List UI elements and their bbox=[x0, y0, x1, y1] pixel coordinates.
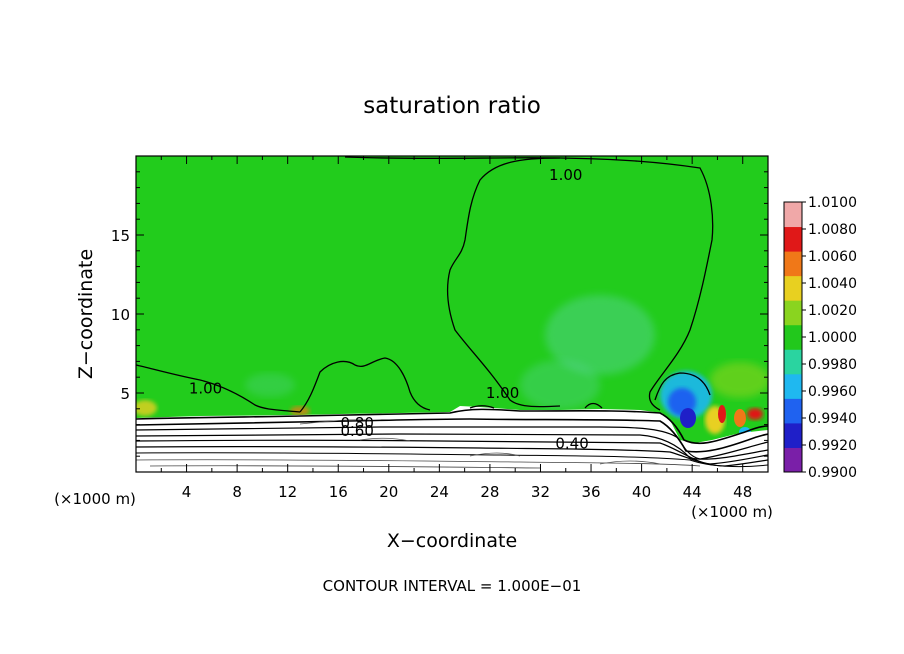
colorbar-swatch bbox=[784, 422, 802, 448]
colorbar-label: 1.0060 bbox=[808, 249, 857, 265]
contour-label: 0.60 bbox=[340, 422, 373, 440]
x-axis-label: X−coordinate bbox=[387, 530, 517, 552]
colorbar-label: 1.0040 bbox=[808, 276, 857, 292]
field-patch bbox=[680, 408, 696, 428]
y-axis-label: Z−coordinate bbox=[75, 249, 97, 379]
x-tick-label: 40 bbox=[632, 483, 651, 501]
x-tick-label: 44 bbox=[683, 483, 702, 501]
colorbar-label: 1.0020 bbox=[808, 303, 857, 319]
colorbar-label: 0.9900 bbox=[808, 465, 857, 481]
x-tick-label: 12 bbox=[278, 483, 297, 501]
contour-label: 0.40 bbox=[555, 435, 588, 453]
field-patch bbox=[520, 360, 600, 410]
field-patch bbox=[734, 409, 746, 427]
colorbar-label: 1.0100 bbox=[808, 195, 857, 211]
colorbar-swatch bbox=[784, 300, 802, 326]
x-tick-label: 16 bbox=[329, 483, 348, 501]
colorbar-label: 1.0080 bbox=[808, 222, 857, 238]
colorbar-label: 0.9980 bbox=[808, 357, 857, 373]
contour-interval-note: CONTOUR INTERVAL = 1.000E−01 bbox=[323, 577, 582, 595]
x-axis: 4 8 12 16 20 24 28 32 36 40 44 48 bbox=[160, 156, 752, 501]
y-tick-label: 15 bbox=[111, 227, 130, 245]
contour-label: 1.00 bbox=[549, 166, 582, 184]
x-tick-label: 20 bbox=[379, 483, 398, 501]
field-patch bbox=[245, 373, 295, 397]
chart-title: saturation ratio bbox=[363, 93, 541, 119]
field-patch bbox=[747, 408, 763, 420]
field-patch bbox=[136, 400, 157, 416]
colorbar-swatch bbox=[784, 398, 802, 424]
x-tick-label: 24 bbox=[430, 483, 449, 501]
x-tick-label: 8 bbox=[232, 483, 242, 501]
x-tick-label: 48 bbox=[733, 483, 752, 501]
colorbar-swatch bbox=[784, 226, 802, 252]
x-tick-label: 32 bbox=[531, 483, 550, 501]
contour-label: 1.00 bbox=[486, 384, 519, 402]
x-tick-label: 36 bbox=[581, 483, 600, 501]
x-unit-right: (×1000 m) bbox=[691, 503, 773, 521]
y-axis: 5 10 15 bbox=[111, 171, 768, 457]
colorbar-swatch bbox=[784, 275, 802, 301]
contour-labels: 1.00 1.00 1.00 0.800.60 0.40 bbox=[189, 166, 589, 453]
y-tick-label: 10 bbox=[111, 306, 130, 324]
plot-area: 1.00 1.00 1.00 0.800.60 0.40 bbox=[136, 156, 768, 472]
x-unit-left: (×1000 m) bbox=[54, 490, 136, 508]
field-patch bbox=[718, 405, 726, 423]
field-patch bbox=[545, 295, 655, 375]
field-patch bbox=[710, 362, 768, 398]
colorbar-label: 0.9960 bbox=[808, 384, 857, 400]
contour-label: 0.80 bbox=[340, 414, 373, 432]
terrain-contours bbox=[136, 408, 768, 469]
colorbar: 0.9900 0.9920 0.9940 0.9960 0.9980 1.0000 1.00… bbox=[783, 195, 857, 481]
x-tick-label: 28 bbox=[480, 483, 499, 501]
colorbar-swatch bbox=[784, 349, 802, 375]
x-tick-label: 4 bbox=[182, 483, 192, 501]
colorbar-swatch bbox=[784, 447, 802, 473]
colorbar-swatch bbox=[784, 202, 802, 228]
contour-label: 1.00 bbox=[189, 379, 222, 397]
colorbar-label: 0.9920 bbox=[808, 438, 857, 454]
colorbar-swatch bbox=[784, 251, 802, 277]
colorbar-label: 0.9940 bbox=[808, 411, 857, 427]
colorbar-label: 1.0000 bbox=[808, 330, 857, 346]
y-tick-label: 5 bbox=[120, 385, 130, 403]
colorbar-swatch bbox=[784, 373, 802, 399]
colorbar-swatch bbox=[784, 324, 802, 350]
